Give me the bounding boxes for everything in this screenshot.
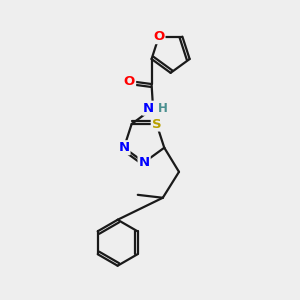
Text: H: H xyxy=(158,102,167,115)
Text: N: N xyxy=(139,156,150,169)
Text: S: S xyxy=(152,118,161,130)
Text: O: O xyxy=(153,30,164,43)
Text: N: N xyxy=(143,102,154,115)
Text: N: N xyxy=(118,141,130,154)
Text: O: O xyxy=(124,75,135,88)
